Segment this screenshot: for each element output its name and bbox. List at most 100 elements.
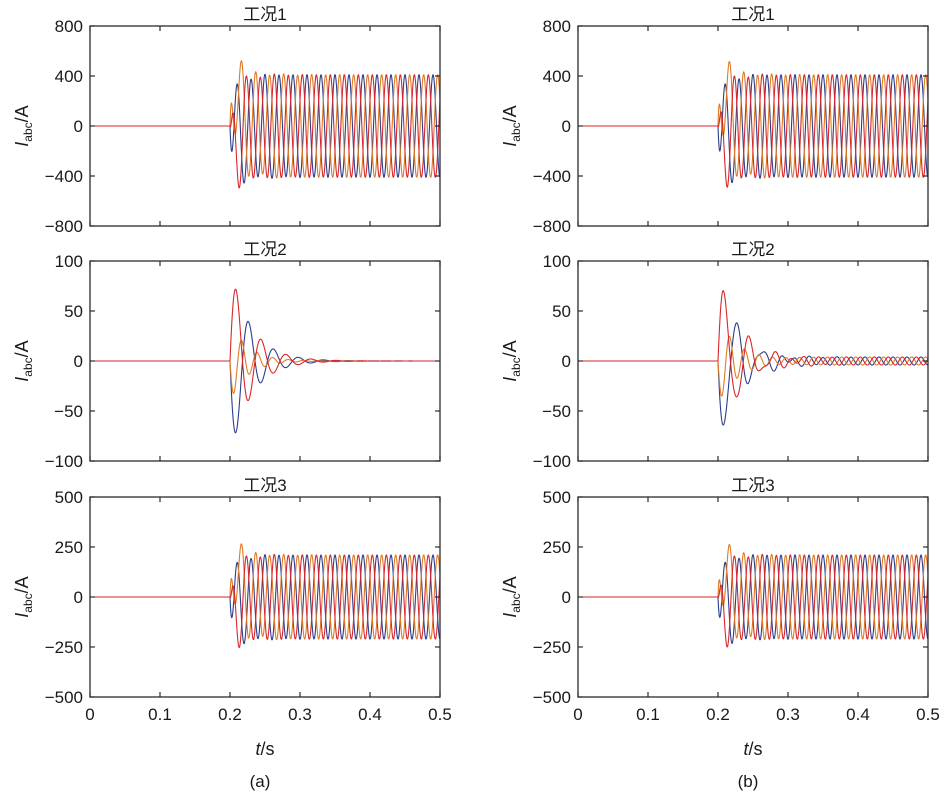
x-axis-label-unit: /s [261,739,275,759]
y-axis-label-subscript: abc [21,122,35,141]
y-tick-label: 50 [64,302,83,321]
series-line-3 [90,73,440,189]
y-tick-label: 100 [55,252,83,271]
x-tick-label: 0.3 [288,705,312,724]
x-tick-label: 0.4 [846,705,870,724]
panel-title: 工况2 [243,240,286,259]
y-axis-label-subscript: abc [21,357,35,376]
y-axis-label-subscript: abc [509,357,523,376]
y-tick-label: 500 [55,488,83,507]
y-axis-label-symbol: I [500,377,520,382]
traces [90,288,440,434]
x-tick-label: 0.2 [218,705,242,724]
series-line-3 [578,290,928,398]
y-axis-label-unit: /A [500,340,520,357]
y-tick-label: 250 [543,538,571,557]
panel-a-2: 100 50 0 −50 −100 工况2 Iabc/A [12,240,441,471]
traces [578,290,928,426]
x-tick-label: 0.5 [428,705,452,724]
y-tick-label: 0 [562,117,571,136]
y-axis-label: Iabc/A [500,576,523,617]
panel-title: 工况3 [731,476,774,495]
y-axis-label-symbol: I [12,377,32,382]
panel-a-1: 800 400 0 −400 −800 工况1 Iabc/A [12,5,441,236]
y-axis-label-symbol: I [12,613,32,618]
y-tick-label: 0 [562,588,571,607]
panel-caption: (a) [250,772,271,791]
y-tick-label: −50 [542,402,571,421]
y-axis-label-symbol: I [12,142,32,147]
y-tick-label: −500 [45,688,83,707]
y-tick-label: −250 [533,638,571,657]
x-axis-label-unit: /s [749,739,763,759]
y-tick-label: −800 [533,217,571,236]
x-axis-label-symbol: t [743,739,749,759]
y-axis-label-subscript: abc [509,593,523,612]
x-axis-label: t/s [255,739,274,759]
y-axis-label-unit: /A [12,340,32,357]
y-axis-label: Iabc/A [500,340,523,381]
y-tick-label: 50 [552,302,571,321]
panel-title: 工况1 [731,5,774,24]
x-tick-label: 0 [573,705,582,724]
x-tick-label: 0.5 [916,705,940,724]
x-tick-label: 0.3 [776,705,800,724]
x-tick-label: 0 [85,705,94,724]
y-tick-label: 0 [74,117,83,136]
y-tick-label: 800 [543,17,571,36]
series-line-3 [90,553,440,649]
panel-title: 工况2 [731,240,774,259]
y-axis-label: Iabc/A [12,576,35,617]
panel-b-2: 100 50 0 −50 −100 工况2 Iabc/A [500,240,929,471]
series-line-3 [578,553,928,648]
y-tick-label: −100 [533,452,571,471]
y-axis-label: Iabc/A [12,340,35,381]
y-axis-label: Iabc/A [12,105,35,146]
traces [578,60,928,188]
x-tick-label: 0.1 [636,705,660,724]
series-line-3 [578,73,928,188]
y-tick-label: −100 [45,452,83,471]
y-tick-label: 0 [74,352,83,371]
y-tick-label: 0 [74,588,83,607]
y-tick-label: 800 [55,17,83,36]
y-axis-label: Iabc/A [500,105,523,146]
x-tick-label: 0.2 [706,705,730,724]
y-tick-label: 250 [55,538,83,557]
y-tick-label: −400 [533,167,571,186]
y-tick-label: 100 [543,252,571,271]
y-axis-label-unit: /A [12,576,32,593]
y-tick-label: −50 [54,402,83,421]
y-axis-label-unit: /A [12,105,32,122]
panel-b-1: 800 400 0 −400 −800 工况1 Iabc/A [500,5,929,236]
panel-caption: (b) [738,772,759,791]
y-tick-label: 0 [562,352,571,371]
y-axis-label-subscript: abc [509,122,523,141]
y-axis-label-subscript: abc [21,593,35,612]
y-axis-label-unit: /A [500,576,520,593]
traces [90,543,440,649]
y-tick-label: 400 [55,67,83,86]
y-axis-label-unit: /A [500,105,520,122]
series-line-3 [90,288,440,402]
y-axis-label-symbol: I [500,613,520,618]
y-axis-label-symbol: I [500,142,520,147]
x-axis-label: t/s [743,739,762,759]
y-tick-label: −500 [533,688,571,707]
traces [90,60,440,189]
traces [578,543,928,648]
y-tick-label: 500 [543,488,571,507]
y-tick-label: −400 [45,167,83,186]
panel-title: 工况1 [243,5,286,24]
series-line-1 [90,320,440,434]
panel-title: 工况3 [243,476,286,495]
x-tick-label: 0.4 [358,705,382,724]
x-tick-label: 0.1 [148,705,172,724]
x-axis-label-symbol: t [255,739,261,759]
y-tick-label: 400 [543,67,571,86]
y-tick-label: −250 [45,638,83,657]
series-line-1 [578,322,928,426]
